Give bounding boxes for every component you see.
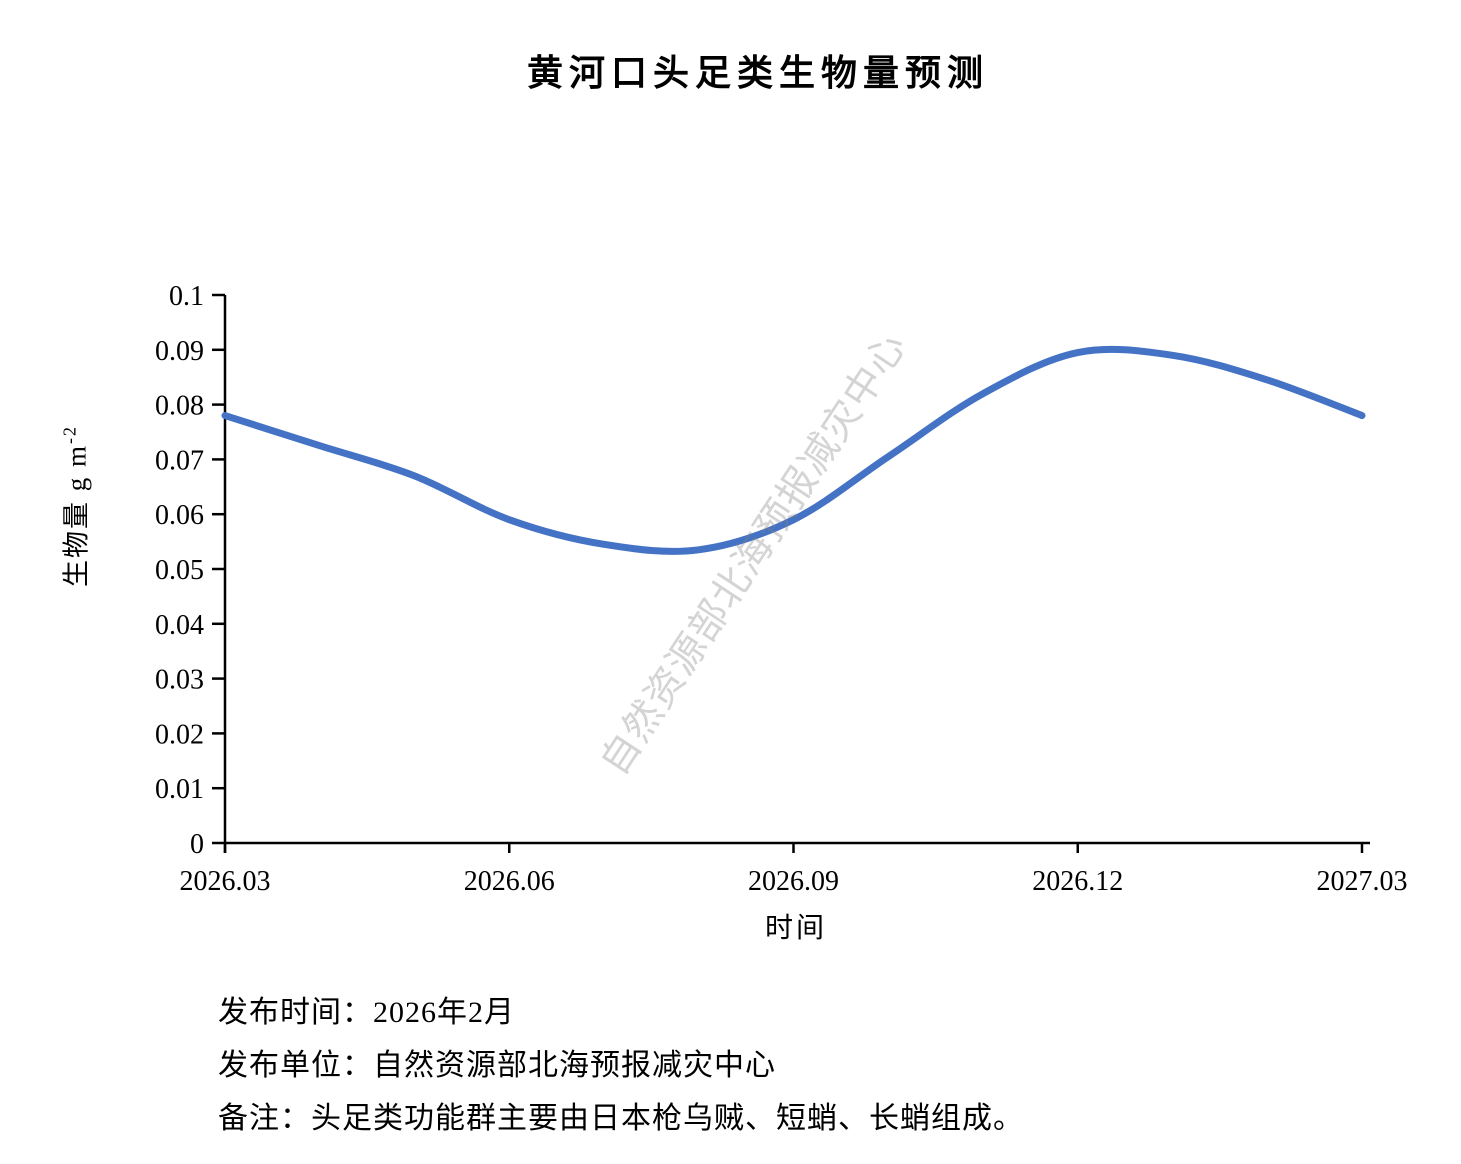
biomass-forecast-curve bbox=[221, 345, 1366, 555]
y-tick-label: 0.1 bbox=[169, 281, 204, 312]
y-axis-title-text: 生物量 g m bbox=[61, 443, 92, 588]
y-tick-label: 0.08 bbox=[155, 391, 204, 422]
y-tick-label: 0 bbox=[190, 829, 204, 860]
y-tick-label: 0.02 bbox=[155, 719, 204, 750]
x-tick-label: 2026.06 bbox=[464, 866, 555, 897]
y-axis-title: 生物量 g m-2 bbox=[55, 425, 94, 587]
x-tick-label: 2026.03 bbox=[180, 866, 271, 897]
footer-release-date: 发布时间：2026年2月 bbox=[218, 996, 515, 1029]
y-tick-label: 0.04 bbox=[155, 610, 204, 641]
y-axis-title-superscript: -2 bbox=[59, 424, 80, 444]
footer-release-org: 发布单位：自然资源部北海预报减灾中心 bbox=[218, 1049, 776, 1082]
y-tick-label: 0.05 bbox=[155, 555, 204, 586]
x-tick-label: 2026.12 bbox=[1032, 866, 1123, 897]
footer-notes: 发布时间：2026年2月 发布单位：自然资源部北海预报减灾中心 备注：头足类功能… bbox=[218, 986, 1024, 1145]
y-tick-label: 0.07 bbox=[155, 445, 204, 476]
y-tick-label: 0.03 bbox=[155, 665, 204, 696]
x-axis-title: 时间 bbox=[764, 913, 828, 944]
footer-note: 备注：头足类功能群主要由日本枪乌贼、短蛸、长蛸组成。 bbox=[218, 1102, 1024, 1135]
chart-title: 黄河口头足类生物量预测 bbox=[526, 53, 990, 93]
y-tick-label: 0.06 bbox=[155, 500, 204, 531]
x-tick-label: 2027.03 bbox=[1317, 866, 1408, 897]
y-tick-label: 0.09 bbox=[155, 336, 204, 367]
y-tick-label: 0.01 bbox=[155, 774, 204, 805]
x-tick-label: 2026.09 bbox=[748, 866, 839, 897]
